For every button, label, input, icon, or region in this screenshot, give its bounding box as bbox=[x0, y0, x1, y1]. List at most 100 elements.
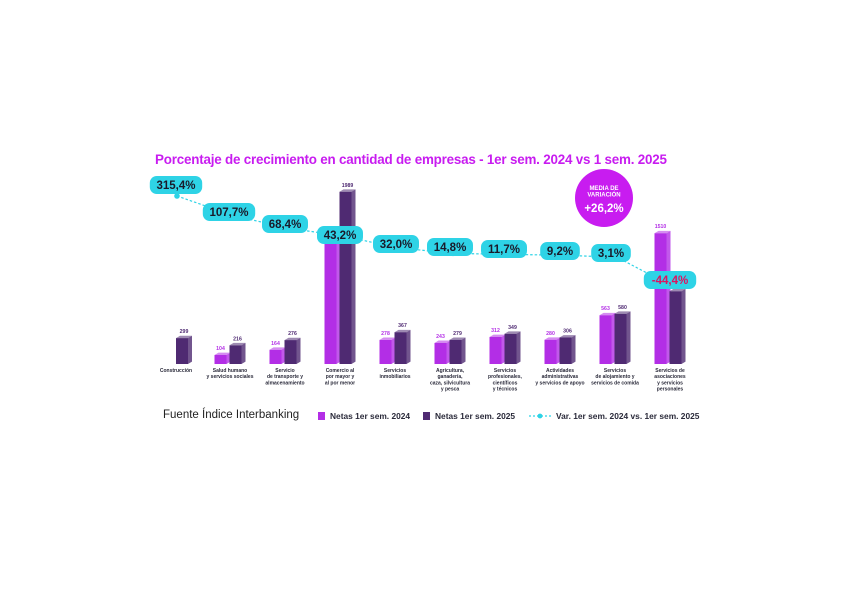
category-label: administrativas bbox=[542, 374, 579, 380]
bar-2024-top bbox=[379, 337, 396, 340]
category-label: Construcción bbox=[160, 368, 192, 374]
data-label-2024: 280 bbox=[546, 331, 555, 337]
legend-item-variation: Var. 1er sem. 2024 vs. 1er sem. 2025 bbox=[529, 411, 699, 421]
category-label: y servicios bbox=[657, 380, 683, 386]
bar-2024-top bbox=[544, 337, 561, 340]
category-label: de transporte y bbox=[267, 374, 303, 380]
bar-2025-side bbox=[516, 331, 521, 364]
bar-2024 bbox=[434, 342, 447, 364]
bar-2024-top bbox=[599, 312, 616, 316]
variation-line bbox=[176, 195, 669, 285]
variation-label: 315,4% bbox=[156, 180, 195, 192]
data-label-2024: 243 bbox=[436, 334, 445, 340]
mean-badge-value: +26,2% bbox=[584, 203, 623, 215]
bar-2024 bbox=[269, 349, 282, 364]
variation-point bbox=[174, 193, 180, 199]
variation-label: 9,2% bbox=[547, 246, 573, 258]
bar-2025-side bbox=[351, 189, 356, 364]
bar-2025 bbox=[229, 345, 242, 364]
legend-item-2025: Netas 1er sem. 2025 bbox=[423, 411, 515, 421]
category-label: Servicios bbox=[604, 368, 626, 374]
data-label-2025: 216 bbox=[233, 336, 242, 342]
variation-label: 14,8% bbox=[434, 242, 467, 254]
data-label-2025: 367 bbox=[398, 323, 407, 329]
category-label: Servicios bbox=[494, 368, 516, 374]
bar-2024 bbox=[654, 233, 667, 364]
category-label: y servicios de apoyo bbox=[535, 380, 584, 386]
category-label: y servicios sociales bbox=[207, 374, 254, 380]
bar-2024-top bbox=[214, 352, 231, 355]
bar-2025-side bbox=[571, 335, 576, 364]
bar-2025-top bbox=[284, 337, 301, 341]
category-label: Salud humano bbox=[213, 368, 247, 374]
bar-2024 bbox=[324, 243, 337, 364]
variation-pill bbox=[643, 271, 697, 289]
category-label: ganadería, bbox=[437, 374, 463, 380]
category-label: por mayor y bbox=[326, 374, 355, 380]
category-label: personales bbox=[657, 387, 684, 393]
category-label: de alojamiento y bbox=[595, 374, 634, 380]
variation-pill bbox=[540, 242, 580, 260]
data-label-2024: 278 bbox=[381, 331, 390, 337]
bar-2025-top bbox=[176, 335, 192, 339]
bar-2025-side bbox=[626, 311, 631, 364]
bar-2024 bbox=[544, 339, 557, 364]
bar-2025 bbox=[339, 191, 352, 364]
category-label: Servicios de bbox=[655, 368, 685, 374]
category-label: caza, silvicultura bbox=[430, 380, 470, 386]
bar-2024-top bbox=[434, 340, 451, 343]
data-label-2025: 276 bbox=[288, 331, 297, 337]
variation-pill bbox=[149, 176, 203, 194]
legend-line-icon bbox=[529, 413, 551, 419]
data-label-2024: 1510 bbox=[655, 224, 667, 230]
variation-label: 11,7% bbox=[488, 244, 520, 256]
category-label: Agricultura, bbox=[436, 368, 465, 374]
category-label: Servicios bbox=[384, 368, 406, 374]
data-label-2025: 306 bbox=[563, 329, 572, 335]
bar-2025-side bbox=[241, 342, 246, 364]
category-label: Actividades bbox=[546, 368, 574, 374]
data-label-2024: 104 bbox=[216, 346, 225, 352]
mean-badge-caption: MEDIA DE bbox=[589, 186, 618, 192]
variation-label: 32,0% bbox=[380, 239, 413, 251]
legend-swatch-2024 bbox=[318, 412, 325, 420]
category-label: Comercio al bbox=[326, 368, 355, 374]
legend-item-2024: Netas 1er sem. 2024 bbox=[318, 411, 410, 421]
category-label: y pesca bbox=[441, 387, 460, 393]
bar-2025-top bbox=[559, 335, 576, 338]
bar-2025 bbox=[504, 333, 517, 364]
variation-label: 107,7% bbox=[209, 207, 248, 219]
data-label-2025: 1989 bbox=[342, 183, 354, 189]
category-label: Servicio bbox=[275, 368, 294, 374]
variation-pill bbox=[373, 235, 419, 253]
variation-label: 3,1% bbox=[598, 248, 624, 260]
category-label: asociaciones bbox=[654, 374, 686, 380]
bar-2025-top bbox=[504, 331, 521, 334]
data-label-2025: 299 bbox=[180, 329, 189, 335]
bar-2025-side bbox=[296, 337, 301, 364]
category-label: inmobiliarios bbox=[379, 374, 410, 380]
bar-2024-top bbox=[654, 230, 671, 234]
bar-2024 bbox=[489, 336, 502, 364]
bar-2025 bbox=[669, 291, 682, 364]
legend-label-2024: Netas 1er sem. 2024 bbox=[330, 411, 411, 421]
bar-2025-top bbox=[669, 288, 686, 292]
data-label-2024: 563 bbox=[601, 306, 610, 312]
legend-label-2025: Netas 1er sem. 2025 bbox=[435, 411, 516, 421]
bar-2025-side bbox=[406, 329, 411, 364]
bar-2025-side bbox=[461, 337, 466, 364]
bar-2025-top bbox=[339, 189, 356, 192]
category-label: al por menor bbox=[325, 380, 355, 386]
category-label: servicios de comida bbox=[591, 380, 639, 386]
variation-label: 43,2% bbox=[324, 230, 357, 242]
bar-2024-top bbox=[269, 347, 286, 350]
variation-pill bbox=[317, 226, 363, 244]
category-label: profesionales, bbox=[488, 374, 523, 380]
bar-2025 bbox=[559, 337, 572, 364]
variation-pill bbox=[427, 238, 473, 256]
variation-label: 68,4% bbox=[269, 219, 302, 231]
bar-2025 bbox=[284, 340, 297, 364]
data-label-2025: 580 bbox=[618, 305, 627, 311]
category-label: y técnicos bbox=[493, 387, 518, 393]
